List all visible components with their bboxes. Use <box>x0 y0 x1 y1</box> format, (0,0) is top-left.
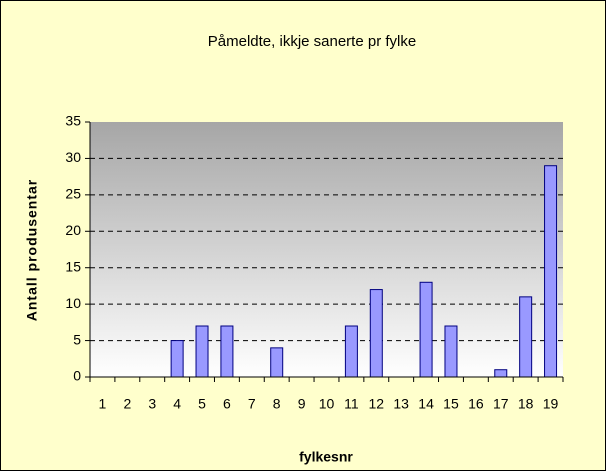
x-tick-label: 15 <box>443 396 459 412</box>
y-tick-label: 20 <box>65 222 81 238</box>
bar <box>519 296 533 378</box>
x-tick-label: 17 <box>493 396 509 412</box>
y-tick-label: 25 <box>65 186 81 202</box>
x-axis-label: fylkesnr <box>299 449 353 465</box>
bar <box>195 325 209 378</box>
bar <box>419 281 433 378</box>
x-tick-label: 7 <box>248 396 256 412</box>
y-tick-label: 0 <box>73 368 81 384</box>
x-tick-label: 12 <box>369 396 385 412</box>
x-tick-label: 5 <box>198 396 206 412</box>
bar <box>369 289 383 378</box>
bar <box>444 325 458 378</box>
bar <box>494 369 508 378</box>
x-tick-label: 8 <box>273 396 281 412</box>
x-tick-label: 4 <box>173 396 181 412</box>
bar <box>270 347 284 378</box>
x-tick-label: 3 <box>148 396 156 412</box>
x-tick-label: 14 <box>418 396 434 412</box>
x-tick-label: 16 <box>468 396 484 412</box>
bar <box>544 165 558 378</box>
x-tick-label: 19 <box>543 396 559 412</box>
x-tick-label: 10 <box>319 396 335 412</box>
y-tick-label: 10 <box>65 295 81 311</box>
y-tick-label: 35 <box>65 113 81 129</box>
x-tick-label: 9 <box>298 396 306 412</box>
x-tick-label: 18 <box>518 396 534 412</box>
y-tick-label: 5 <box>73 331 81 347</box>
y-tick-label: 30 <box>65 149 81 165</box>
plot-area <box>90 122 563 377</box>
x-tick-label: 1 <box>99 396 107 412</box>
x-tick-label: 2 <box>123 396 131 412</box>
x-tick-label: 6 <box>223 396 231 412</box>
bar <box>220 325 234 378</box>
x-tick-label: 11 <box>344 396 359 412</box>
bar <box>170 340 184 378</box>
bar <box>344 325 358 378</box>
y-axis-label: Antall produsentar <box>24 179 40 321</box>
x-tick-label: 13 <box>393 396 409 412</box>
y-tick-label: 15 <box>65 258 81 274</box>
chart-title: Påmeldte, ikkje sanerte pr fylke <box>208 33 416 50</box>
